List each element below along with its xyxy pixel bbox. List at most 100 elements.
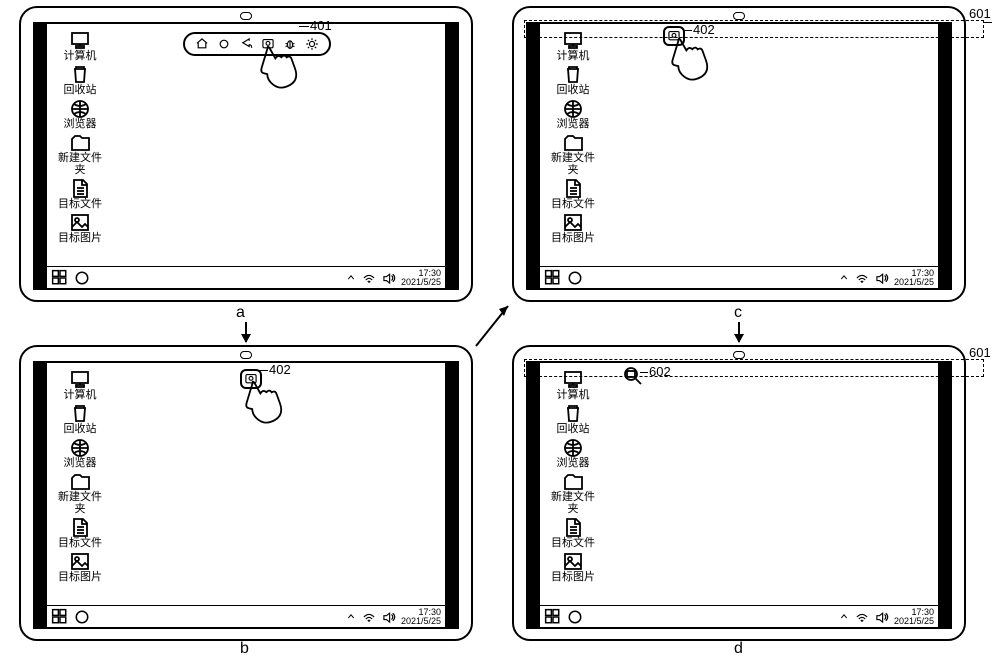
- desktop-label: 新建文件 夹: [58, 152, 102, 176]
- circle-icon[interactable]: [217, 37, 231, 51]
- recycle-icon: [562, 64, 584, 84]
- tray-caret-icon[interactable]: [345, 611, 357, 623]
- bezel-right: [445, 24, 457, 288]
- desktop-label: 浏览器: [64, 118, 97, 130]
- wifi-icon[interactable]: [361, 610, 377, 624]
- desktop-label: 目标文件: [551, 198, 595, 210]
- desktop-item-document[interactable]: 目标文件: [55, 517, 105, 549]
- cortana-icon[interactable]: [73, 608, 91, 626]
- leader-line-401: [299, 26, 309, 27]
- cortana-icon[interactable]: [566, 269, 584, 287]
- camera-notch: [240, 351, 252, 359]
- camera-notch: [733, 12, 745, 20]
- document-icon: [562, 178, 584, 198]
- drop-zone-d: [524, 359, 984, 377]
- hand-pointer: [222, 369, 292, 439]
- recycle-icon: [69, 64, 91, 84]
- desktop-item-document[interactable]: 目标文件: [548, 517, 598, 549]
- desktop-label: 新建文件 夹: [551, 152, 595, 176]
- desktop-item-document[interactable]: 目标文件: [55, 178, 105, 210]
- desktop-item-document[interactable]: 目标文件: [548, 178, 598, 210]
- desktop-item-computer[interactable]: 计算机: [55, 30, 105, 62]
- globe-icon: [562, 98, 584, 118]
- desktop-label: 目标文件: [551, 537, 595, 549]
- clock[interactable]: 17:30 2021/5/25: [894, 608, 934, 626]
- clock[interactable]: 17:30 2021/5/25: [401, 269, 441, 287]
- volume-icon[interactable]: [874, 271, 890, 285]
- folder-icon: [562, 132, 584, 152]
- panel-b: 计算机 回收站 浏览器 新建文件 夹 目标文件 目标图片 17:30 2021/…: [19, 345, 473, 641]
- volume-icon[interactable]: [874, 610, 890, 624]
- callout-402-c: 402: [693, 22, 715, 37]
- camera-notch: [240, 12, 252, 20]
- panel-a: 计算机 回收站 浏览器 新建文件 夹 目标文件 目标图片: [19, 6, 473, 302]
- date-text: 2021/5/25: [401, 617, 441, 626]
- home-icon[interactable]: [195, 37, 209, 51]
- panel-d: 计算机 回收站 浏览器 新建文件 夹 目标文件 目标图片 17:30 2021/…: [512, 345, 966, 641]
- taskbar: 17:30 2021/5/25: [47, 266, 445, 288]
- desktop-icons: 计算机 回收站 浏览器 新建文件 夹 目标文件 目标图片: [55, 30, 105, 246]
- globe-icon: [69, 437, 91, 457]
- desktop-label: 目标图片: [58, 571, 102, 583]
- clock[interactable]: 17:30 2021/5/25: [894, 269, 934, 287]
- start-icon[interactable]: [544, 269, 562, 287]
- desktop-item-browser[interactable]: 浏览器: [548, 437, 598, 469]
- wifi-icon[interactable]: [854, 610, 870, 624]
- desktop-item-browser[interactable]: 浏览器: [548, 98, 598, 130]
- computer-icon: [69, 30, 91, 50]
- desktop-item-picture[interactable]: 目标图片: [55, 551, 105, 583]
- system-tray: 17:30 2021/5/25: [838, 608, 934, 626]
- wifi-icon[interactable]: [361, 271, 377, 285]
- wifi-icon[interactable]: [854, 271, 870, 285]
- callout-401: 401: [310, 18, 332, 33]
- desktop-label: 目标文件: [58, 537, 102, 549]
- desktop-item-recycle[interactable]: 回收站: [548, 64, 598, 96]
- desktop-item-recycle[interactable]: 回收站: [55, 403, 105, 435]
- desktop-item-folder[interactable]: 新建文件 夹: [55, 132, 105, 176]
- callout-601-c: 601: [969, 6, 991, 21]
- desktop-label: 回收站: [64, 84, 97, 96]
- picture-icon: [69, 551, 91, 571]
- tray-caret-icon[interactable]: [345, 272, 357, 284]
- folder-icon: [69, 471, 91, 491]
- panel-label-c: c: [734, 304, 742, 322]
- leader-line-402-b: [258, 370, 268, 371]
- volume-icon[interactable]: [381, 610, 397, 624]
- desktop-item-folder[interactable]: 新建文件 夹: [548, 471, 598, 515]
- taskbar: 17:30 2021/5/25: [540, 266, 938, 288]
- bezel-right: [938, 24, 950, 288]
- volume-icon[interactable]: [381, 271, 397, 285]
- desktop-item-folder[interactable]: 新建文件 夹: [55, 471, 105, 515]
- desktop-label: 回收站: [557, 84, 590, 96]
- desktop-label: 目标图片: [551, 571, 595, 583]
- desktop-item-browser[interactable]: 浏览器: [55, 437, 105, 469]
- camera-notch: [733, 351, 745, 359]
- gear-icon[interactable]: [305, 37, 319, 51]
- panel-label-b: b: [240, 640, 249, 658]
- tray-caret-icon[interactable]: [838, 611, 850, 623]
- start-icon[interactable]: [51, 608, 69, 626]
- desktop-label: 计算机: [557, 389, 590, 401]
- cortana-icon[interactable]: [566, 608, 584, 626]
- system-tray: 17:30 2021/5/25: [838, 269, 934, 287]
- desktop-item-computer[interactable]: 计算机: [55, 369, 105, 401]
- desktop-label: 计算机: [64, 389, 97, 401]
- desktop-item-picture[interactable]: 目标图片: [548, 212, 598, 244]
- desktop-item-browser[interactable]: 浏览器: [55, 98, 105, 130]
- clock[interactable]: 17:30 2021/5/25: [401, 608, 441, 626]
- taskbar: 17:30 2021/5/25: [47, 605, 445, 627]
- date-text: 2021/5/25: [894, 278, 934, 287]
- desktop-icons: 计算机 回收站 浏览器 新建文件 夹 目标文件 目标图片: [548, 369, 598, 585]
- start-icon[interactable]: [51, 269, 69, 287]
- desktop-item-picture[interactable]: 目标图片: [548, 551, 598, 583]
- desktop-item-picture[interactable]: 目标图片: [55, 212, 105, 244]
- desktop-item-recycle[interactable]: 回收站: [548, 403, 598, 435]
- screen-b: 计算机 回收站 浏览器 新建文件 夹 目标文件 目标图片 17:30 2021/…: [33, 361, 459, 629]
- cortana-icon[interactable]: [73, 269, 91, 287]
- desktop-item-folder[interactable]: 新建文件 夹: [548, 132, 598, 176]
- desktop-item-recycle[interactable]: 回收站: [55, 64, 105, 96]
- start-icon[interactable]: [544, 608, 562, 626]
- leader-line-602: [640, 372, 648, 373]
- tray-caret-icon[interactable]: [838, 272, 850, 284]
- desktop-label: 回收站: [64, 423, 97, 435]
